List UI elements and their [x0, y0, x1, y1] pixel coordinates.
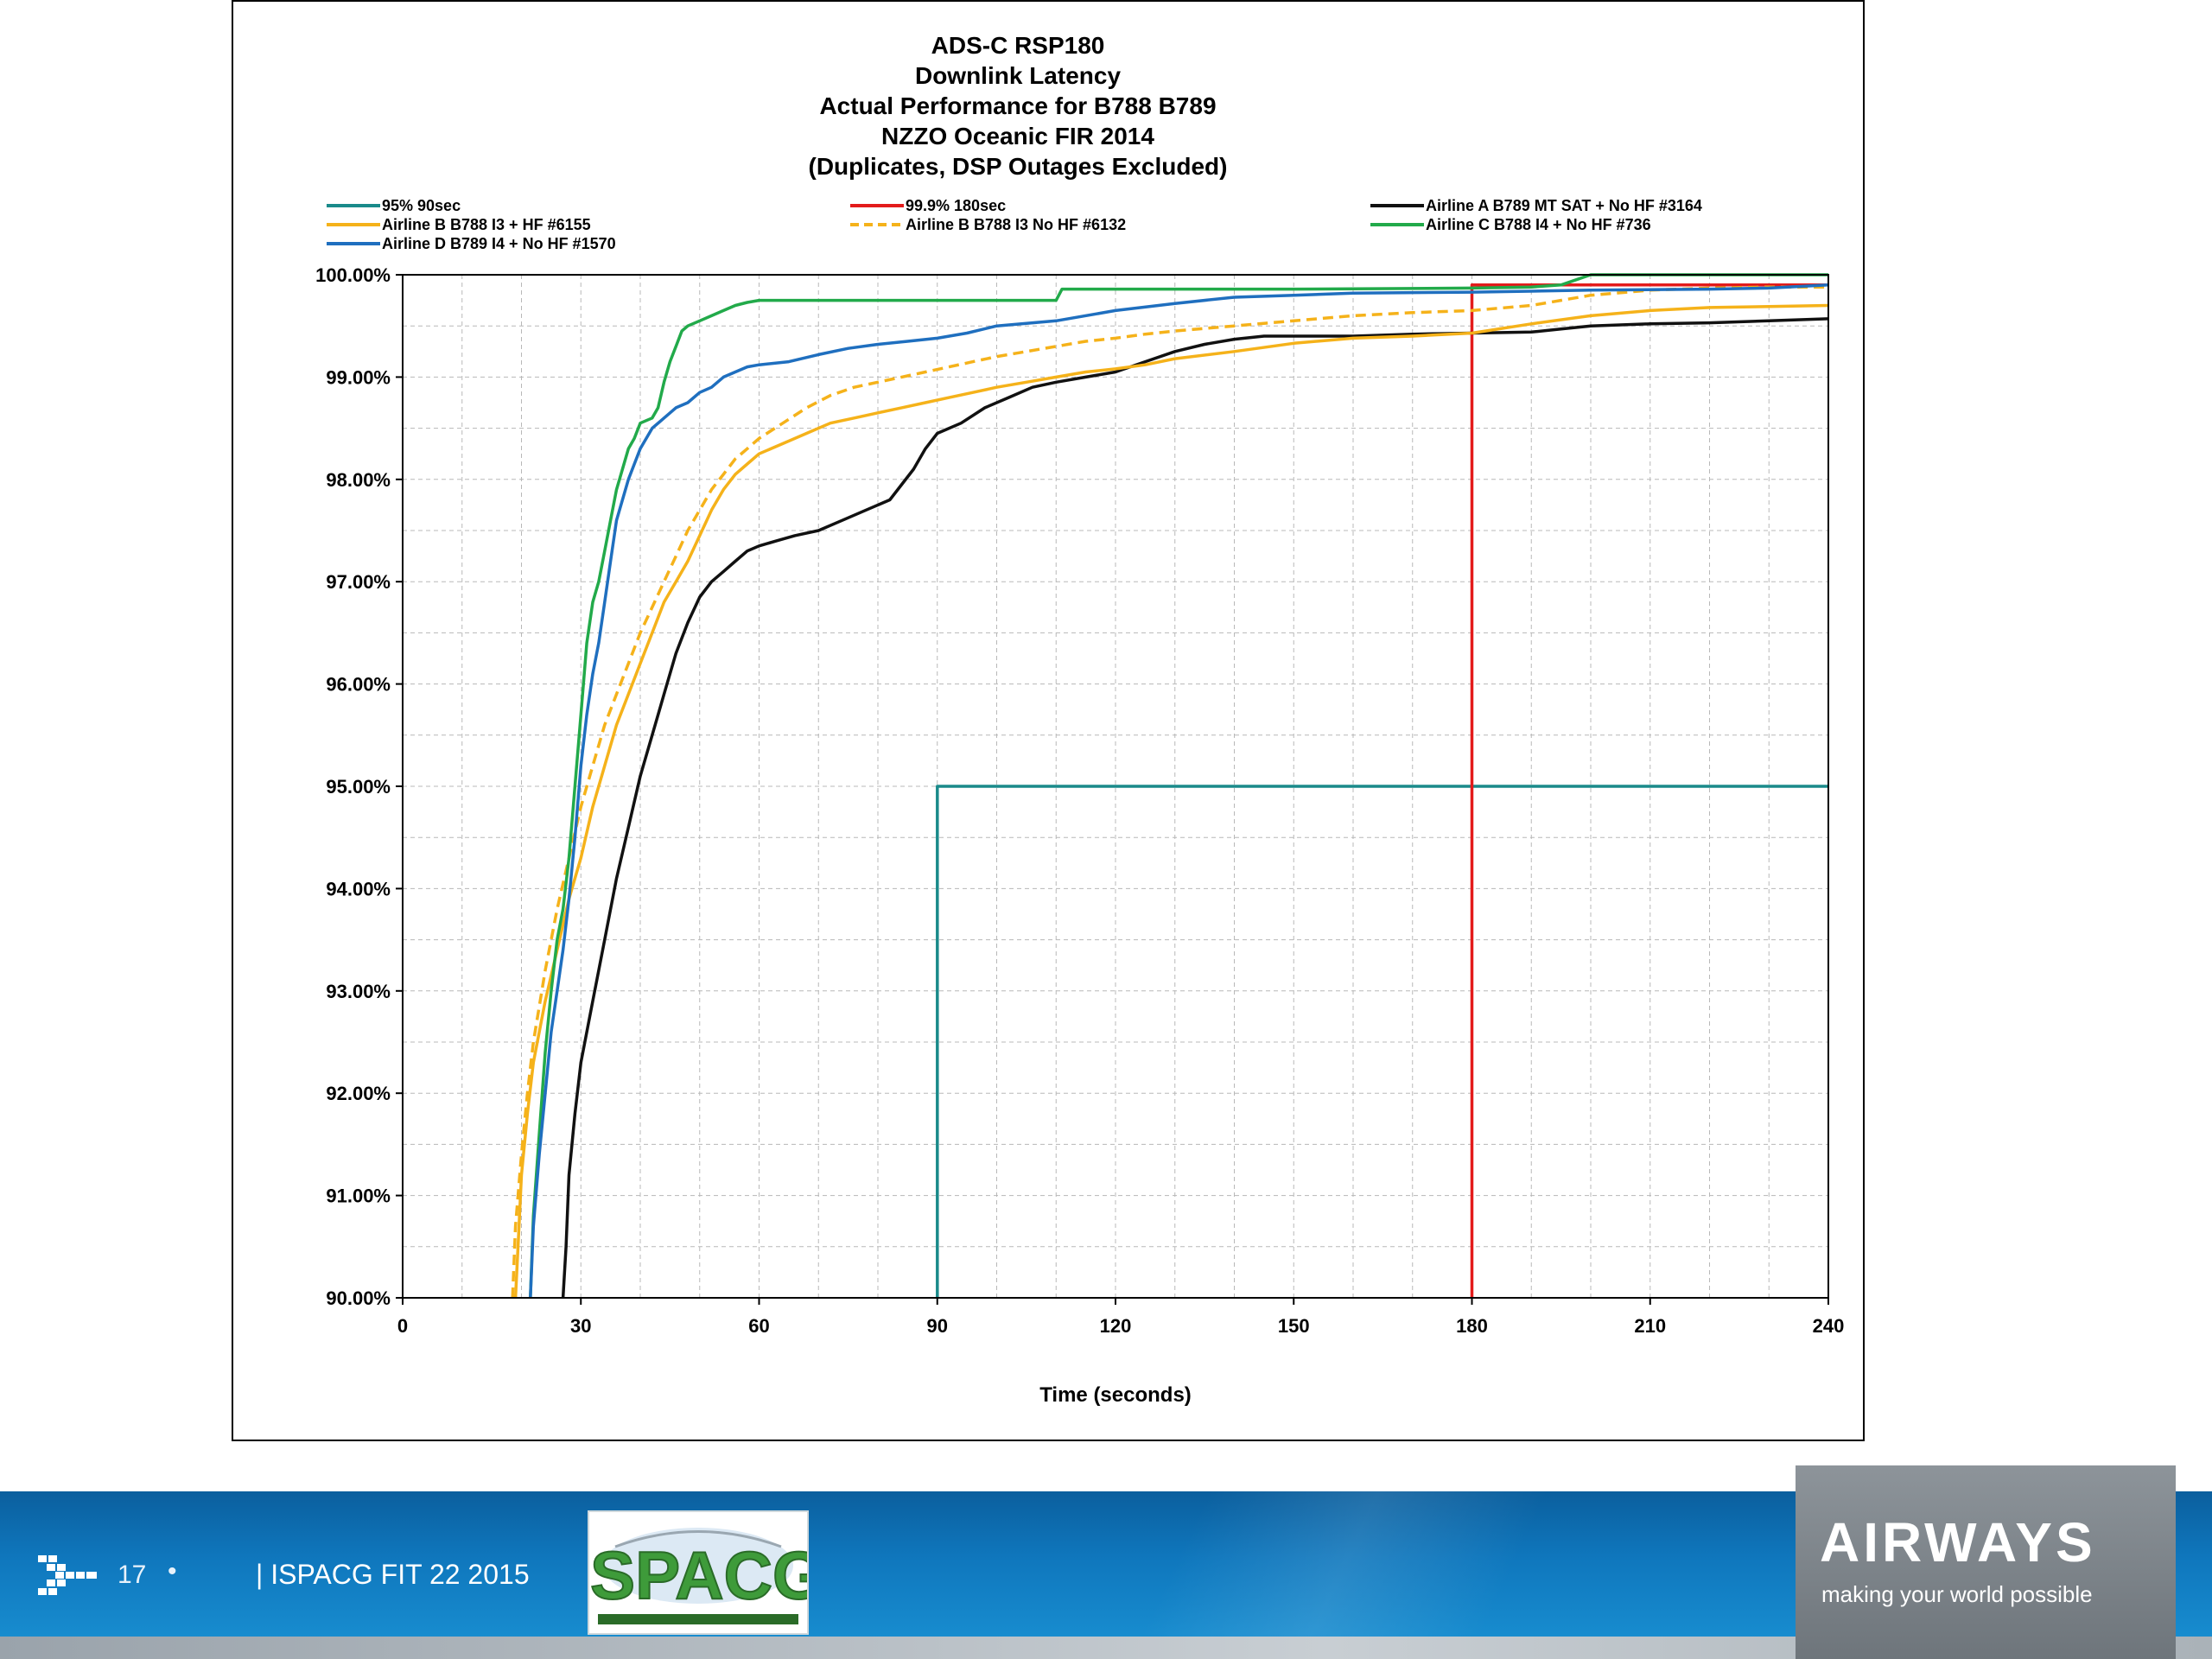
series-line-1 [1470, 283, 1828, 1298]
y-axis-ticks: 90.00% 91.00% 92.00% 93.00% 94.00% 95.00% 96.0… [315, 264, 403, 1309]
footer-bullet: • [168, 1557, 177, 1586]
y-tick-label: 95.00% [326, 776, 391, 798]
x-tick-label: 120 [1100, 1315, 1132, 1337]
chart-svg: ADS-C RSP180 Downlink Latency Actual Perfo… [315, 32, 1844, 1407]
y-tick-label: 97.00% [326, 571, 391, 593]
legend-entry: Airline D B789 I4 + No HF #1570 [382, 235, 616, 252]
y-tick-label: 99.00% [326, 366, 391, 388]
x-tick-label: 60 [748, 1315, 769, 1337]
series-group [511, 273, 1829, 1299]
x-tick-label: 240 [1813, 1315, 1845, 1337]
legend-entry: Airline A B789 MT SAT + No HF #3164 [1426, 197, 1702, 214]
x-axis-ticks: 0 30 60 90 120 150 180 210 240 [397, 1298, 1844, 1337]
series-line-4 [511, 285, 1828, 1299]
series-line-3 [513, 303, 1829, 1299]
legend-entry: 95% 90sec [382, 197, 461, 214]
y-tick-label: 98.00% [326, 469, 391, 491]
chart-title-line: Actual Performance for B788 B789 [819, 92, 1216, 119]
series-line-2 [561, 317, 1829, 1299]
y-tick-label: 90.00% [326, 1287, 391, 1309]
x-axis-label: Time (seconds) [1039, 1383, 1192, 1407]
chart-title-line: NZZO Oceanic FIR 2014 [881, 123, 1154, 149]
slide-number: 17 [118, 1560, 147, 1589]
legend-entry: Airline B B788 I3 No HF #6132 [906, 216, 1126, 233]
legend-entry: 99.9% 180sec [906, 197, 1006, 214]
chart-frame: ADS-C RSP180 Downlink Latency Actual Perfo… [232, 0, 1865, 1441]
y-tick-label: 91.00% [326, 1185, 391, 1207]
svg-text:ISPACG: ISPACG [589, 1537, 807, 1613]
chart-title-line: (Duplicates, DSP Outages Excluded) [809, 153, 1228, 180]
airways-brand-box: AIRWAYS making your world possible [1796, 1465, 2176, 1659]
x-tick-label: 0 [397, 1315, 408, 1337]
x-tick-label: 210 [1634, 1315, 1666, 1337]
y-tick-label: 93.00% [326, 981, 391, 1002]
y-tick-label: 92.00% [326, 1083, 391, 1104]
footer-sheen [950, 1491, 1728, 1659]
airways-tagline: making your world possible [1821, 1581, 2093, 1607]
ispacg-logo-graphic: ISPACG [570, 1528, 826, 1624]
footer-label: | ISPACG FIT 22 2015 [256, 1559, 530, 1590]
legend: 95% 90sec 99.9% 180sec Airline A B789 MT S… [327, 197, 1702, 252]
legend-entry: Airline C B788 I4 + No HF #736 [1426, 216, 1651, 233]
chart-title: ADS-C RSP180 Downlink Latency Actual Perfo… [809, 32, 1228, 180]
ispacg-logo: ISPACG [570, 1510, 826, 1635]
y-tick-label: 94.00% [326, 878, 391, 899]
x-tick-label: 180 [1456, 1315, 1488, 1337]
y-tick-label: 100.00% [315, 264, 391, 286]
legend-entry: Airline B B788 I3 + HF #6155 [382, 216, 591, 233]
airways-logo: AIRWAYS [1820, 1511, 2096, 1573]
chart-title-line: ADS-C RSP180 [931, 32, 1105, 59]
x-tick-label: 150 [1278, 1315, 1310, 1337]
series-line-5 [529, 273, 1828, 1299]
chart-title-line: Downlink Latency [915, 62, 1121, 89]
series-line-0 [936, 785, 1828, 1298]
y-tick-label: 96.00% [326, 674, 391, 696]
series-line-6 [529, 283, 1829, 1299]
chevron-arrow-icon [38, 1555, 97, 1595]
x-tick-label: 90 [927, 1315, 948, 1337]
x-tick-label: 30 [570, 1315, 591, 1337]
